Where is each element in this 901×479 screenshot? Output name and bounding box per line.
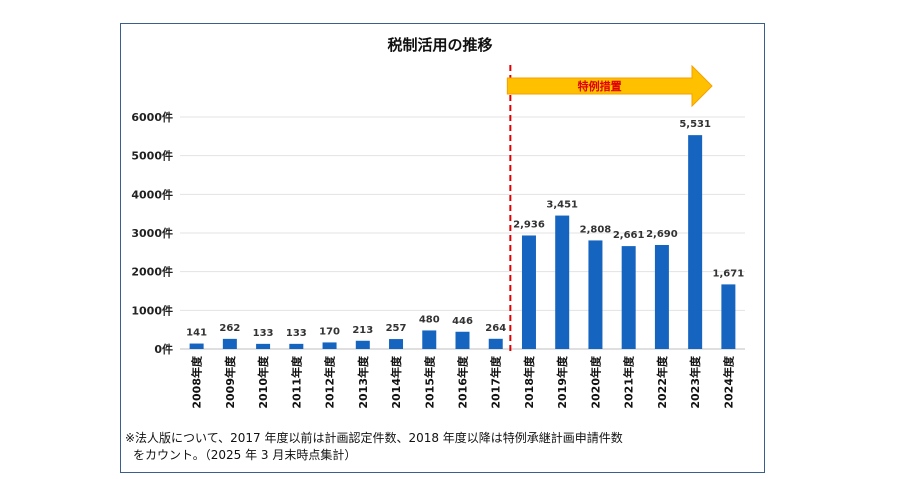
footnote-line-2: をカウント。（2025 年 3 月末時点集計）: [133, 448, 357, 462]
data-label: 264: [485, 323, 506, 334]
bars: [189, 135, 736, 349]
data-label: 262: [219, 323, 240, 334]
bar: [555, 215, 570, 349]
x-tick-label: 2023年度: [688, 355, 702, 409]
y-tick-label: 1000件: [131, 303, 173, 317]
x-tick-label: 2020年度: [588, 355, 602, 409]
bar: [189, 343, 204, 349]
bar: [289, 343, 304, 349]
data-label: 2,661: [613, 230, 645, 241]
x-tick-label: 2011年度: [289, 355, 303, 409]
bar: [222, 338, 237, 349]
data-label: 213: [352, 325, 373, 336]
y-axis-ticks: 0件 1000件 2000件 3000件 4000件 5000件 6000件: [131, 110, 173, 356]
x-tick-label: 2015年度: [422, 355, 436, 409]
data-label: 133: [253, 328, 274, 339]
y-tick-label: 0件: [154, 342, 173, 356]
x-tick-label: 2013年度: [356, 355, 370, 409]
x-tick-label: 2009年度: [223, 355, 237, 409]
bar: [322, 342, 337, 349]
x-tick-label: 2008年度: [190, 355, 204, 409]
special-measure-annotation: 特例措置: [506, 64, 713, 353]
data-label: 3,451: [546, 200, 578, 211]
special-measure-label: 特例措置: [578, 79, 622, 93]
bar: [422, 330, 437, 349]
bar: [256, 343, 271, 349]
data-label: 2,690: [646, 229, 678, 240]
y-tick-label: 4000件: [131, 187, 173, 201]
x-tick-label: 2024年度: [721, 355, 735, 409]
x-tick-label: 2017年度: [489, 355, 503, 409]
x-axis-ticks: 2008年度 2009年度 2010年度 2011年度 2012年度 2013年度 2014…: [190, 355, 736, 409]
data-label: 446: [452, 316, 473, 327]
data-label: 257: [386, 323, 407, 334]
x-tick-label: 2016年度: [456, 355, 470, 409]
bar: [389, 339, 404, 349]
x-tick-label: 2018年度: [522, 355, 536, 409]
data-label: 2,936: [513, 219, 545, 230]
data-label: 1,671: [713, 268, 745, 279]
bar: [588, 240, 603, 349]
x-tick-label: 2012年度: [323, 355, 337, 409]
data-labels: 141 262 133 133 170 213 257 480 446 264 2,9363,451…: [186, 119, 744, 339]
data-label: 141: [186, 328, 207, 339]
x-tick-label: 2014年度: [389, 355, 403, 409]
bar: [355, 340, 370, 349]
y-tick-label: 2000件: [131, 265, 173, 279]
bar: [721, 284, 736, 349]
footnote-line-1: ※法人版について、2017 年度以前は計画認定件数、2018 年度以降は特例承継…: [125, 431, 623, 445]
bar: [688, 135, 703, 349]
x-tick-label: 2021年度: [622, 355, 636, 409]
special-measure-arrow: [506, 64, 713, 108]
chart-title: 税制活用の推移: [387, 36, 492, 54]
bar: [621, 246, 636, 349]
x-tick-label: 2019年度: [555, 355, 569, 409]
y-tick-label: 6000件: [131, 110, 173, 124]
data-label: 170: [319, 326, 340, 337]
data-label: 133: [286, 328, 307, 339]
data-label: 480: [419, 314, 440, 325]
x-tick-label: 2022年度: [655, 355, 669, 409]
y-tick-label: 5000件: [131, 149, 173, 163]
grid-lines: [180, 116, 745, 350]
bar: [654, 244, 669, 349]
y-tick-label: 3000件: [131, 226, 173, 240]
data-label: 2,808: [580, 224, 612, 235]
footnote: ※法人版について、2017 年度以前は計画認定件数、2018 年度以降は特例承継…: [125, 430, 755, 464]
bar: [455, 331, 470, 349]
data-label: 5,531: [679, 119, 711, 130]
bar: [521, 235, 536, 349]
x-tick-label: 2010年度: [256, 355, 270, 409]
bar: [488, 338, 503, 349]
